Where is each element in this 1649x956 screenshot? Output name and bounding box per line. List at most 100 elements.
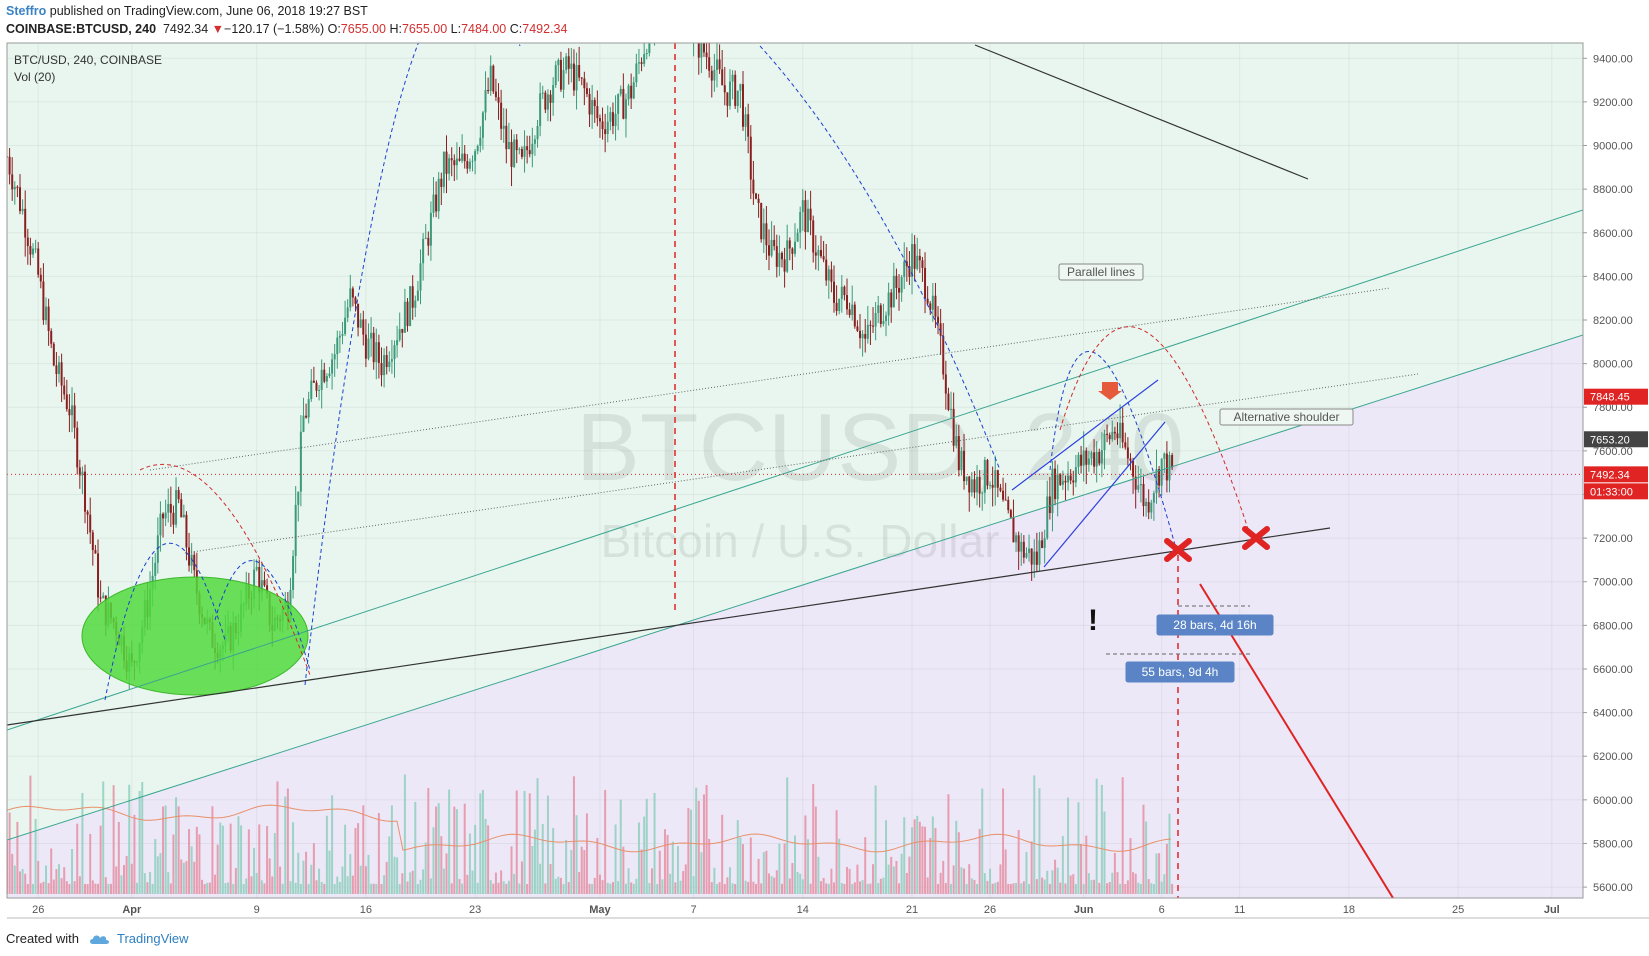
candle-body	[489, 65, 492, 91]
volume-bar	[890, 856, 893, 894]
volume-bar	[596, 837, 599, 894]
volume-bar	[208, 882, 211, 894]
candle-body	[185, 514, 188, 548]
bars-55-label[interactable]: 55 bars, 9d 4h	[1125, 661, 1235, 683]
candle-body	[1054, 468, 1057, 500]
parallel-lines-label[interactable]: Parallel lines	[1058, 263, 1144, 281]
price-tick-label: 6000.00	[1593, 795, 1633, 807]
candle-body	[767, 245, 770, 256]
candle-body	[546, 94, 549, 110]
volume-bar	[1103, 811, 1106, 894]
volume-bar	[182, 862, 185, 894]
volume-bar	[307, 883, 310, 894]
candle-body	[89, 514, 92, 533]
volume-bar	[791, 863, 794, 894]
volume-bar	[580, 846, 583, 894]
volume-bar	[128, 784, 131, 894]
candle-body	[351, 288, 354, 298]
candle-body	[1017, 535, 1020, 552]
low-value: 7484.00	[461, 22, 507, 36]
candle-body	[614, 113, 617, 127]
candle-body	[1072, 480, 1075, 483]
candle-body	[424, 237, 427, 239]
candle-body	[700, 43, 703, 58]
price-tick-label: 8200.00	[1593, 315, 1633, 327]
volume-bar	[1033, 775, 1036, 894]
candle-body	[637, 62, 640, 64]
volume-bar	[39, 883, 42, 894]
volume-bar	[1061, 835, 1064, 894]
candle-body	[978, 476, 981, 494]
candle-body	[1061, 480, 1064, 485]
candle-body	[996, 470, 999, 488]
candle-body	[674, 0, 676, 12]
volume-bar	[918, 821, 921, 894]
candle-body	[734, 74, 737, 106]
candle-body	[825, 259, 828, 281]
volume-bar	[1113, 852, 1116, 894]
volume-bar	[1158, 853, 1161, 894]
volume-bar	[869, 883, 872, 894]
volume-bar	[81, 793, 84, 894]
volume-bar	[1171, 883, 1174, 894]
volume-bar	[921, 826, 924, 894]
candle-body	[570, 63, 573, 69]
volume-bar	[224, 883, 227, 894]
candle-body	[533, 139, 536, 144]
candle-body	[1015, 535, 1018, 543]
candle-body	[968, 476, 971, 493]
candle-body	[1124, 442, 1127, 448]
author-link[interactable]: Steffro	[6, 4, 47, 18]
volume-bar	[916, 815, 919, 894]
alternative-shoulder-label[interactable]: Alternative shoulder	[1219, 408, 1354, 426]
candle-body	[765, 223, 768, 246]
volume-bar	[286, 788, 289, 894]
volume-bar	[1067, 797, 1070, 894]
candle-body	[630, 85, 633, 99]
time-tick-label: 16	[360, 904, 372, 916]
bars-28-label[interactable]: 28 bars, 4d 16h	[1156, 614, 1274, 636]
volume-bar	[468, 833, 471, 894]
candle-body	[429, 212, 432, 246]
volume-bar	[533, 829, 536, 894]
volume-bar	[362, 805, 365, 894]
volume-bar	[346, 876, 349, 894]
candle-body	[861, 334, 864, 339]
volume-bar	[11, 853, 14, 894]
candle-body	[406, 301, 409, 326]
volume-bar	[492, 883, 495, 894]
volume-bar	[879, 878, 882, 894]
candle-body	[731, 74, 734, 82]
volume-bar	[669, 873, 672, 894]
candle-body	[903, 261, 906, 277]
candle-body	[177, 490, 180, 500]
volume-bar	[944, 883, 947, 894]
candle-body	[68, 409, 71, 416]
candle-body	[1147, 501, 1150, 513]
volume-bar	[1087, 873, 1090, 894]
tradingview-link[interactable]: TradingView	[116, 931, 189, 946]
candle-body	[718, 59, 721, 70]
price-tick-label: 7600.00	[1593, 446, 1633, 458]
volume-bar	[1163, 874, 1166, 894]
candle-body	[370, 332, 373, 339]
candle-body	[1111, 431, 1114, 440]
candle-body	[94, 550, 97, 554]
volume-bar	[996, 881, 999, 894]
candle-body	[39, 274, 42, 282]
volume-bar	[1074, 883, 1077, 894]
price-tick-label: 6400.00	[1593, 708, 1633, 720]
volume-bar	[833, 882, 836, 894]
volume-bar	[835, 810, 838, 894]
volume-bar	[648, 883, 651, 894]
volume-bar	[1085, 835, 1088, 894]
candle-body	[401, 329, 404, 333]
candle-body	[557, 59, 560, 66]
volume-bar	[1059, 882, 1062, 894]
volume-bar	[627, 868, 630, 894]
alternative-shoulder-label-text: Alternative shoulder	[1233, 410, 1339, 424]
price-tag	[1584, 431, 1648, 448]
volume-bar	[1129, 838, 1132, 894]
volume-bar	[710, 882, 713, 894]
